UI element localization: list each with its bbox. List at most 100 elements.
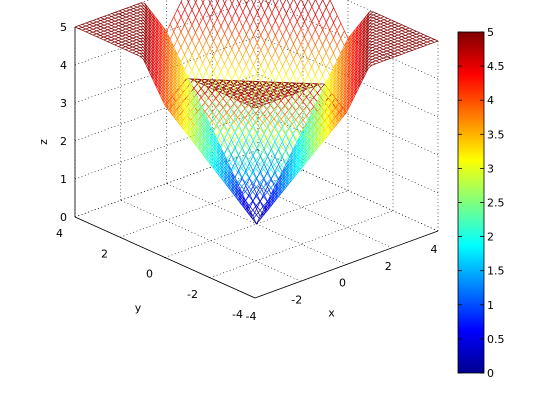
mesh-edge (401, 33, 406, 36)
mesh-edge (287, 89, 292, 92)
mesh-edge (318, 6, 323, 15)
mesh-edge (302, 92, 307, 98)
mesh-edge (227, 79, 232, 87)
mesh-edge (259, 132, 264, 137)
mesh-edge (376, 38, 381, 41)
mesh-edge (375, 45, 380, 48)
mesh-edge (129, 30, 134, 33)
mesh-edge (372, 58, 376, 62)
mesh-edge (213, 3, 218, 11)
mesh-edge (231, 11, 236, 20)
mesh-edge (274, 88, 280, 97)
mesh-edge (132, 42, 137, 45)
mesh-edge (372, 61, 376, 65)
mesh-edge (251, 90, 256, 96)
mesh-edge (274, 73, 280, 82)
mesh-edge (245, 193, 250, 202)
mesh-edge (311, 44, 316, 53)
mesh-edge (240, 92, 245, 95)
mesh-edge (275, 43, 280, 51)
mesh-edge (408, 41, 413, 44)
mesh-edge (216, 41, 222, 49)
mesh-edge (180, 0, 183, 2)
mesh-edge (256, 171, 261, 179)
mesh-edge (296, 140, 301, 146)
mesh-edge (222, 87, 227, 90)
mesh-edge (245, 178, 250, 186)
mesh-edge (263, 205, 268, 211)
mesh-edge (200, 83, 206, 89)
mesh-edge (390, 31, 395, 34)
mesh-edge (129, 8, 134, 11)
mesh-edge (190, 129, 195, 135)
mesh-edge (394, 46, 399, 49)
mesh-edge (292, 111, 298, 120)
mesh-edge (296, 119, 301, 128)
mesh-edge (264, 20, 269, 28)
mesh-edge (195, 62, 200, 71)
mesh-edge (266, 90, 271, 96)
mesh-edge (295, 105, 300, 111)
mesh-edge (296, 28, 302, 37)
mesh-edge (343, 70, 348, 76)
mesh-edge (231, 18, 236, 27)
mesh-edge (179, 115, 184, 121)
mesh-edge (198, 17, 204, 26)
mesh-edge (213, 18, 218, 26)
mesh-edge (273, 100, 278, 106)
mesh-edge (238, 87, 243, 95)
mesh-edge (342, 109, 347, 115)
mesh-edge (280, 100, 286, 106)
mesh-edge (231, 102, 236, 110)
mesh-edge (182, 96, 187, 102)
mesh-edge (118, 18, 123, 21)
mesh-edge (307, 104, 312, 113)
mesh-edge (235, 71, 240, 80)
mesh-edge (249, 147, 254, 156)
mesh-edge (190, 88, 195, 93)
mesh-edge (271, 73, 276, 82)
mesh-edge (177, 24, 182, 33)
mesh-edge (416, 38, 421, 41)
mesh-edge (122, 19, 127, 22)
mesh-edge (139, 35, 145, 39)
mesh-edge (307, 127, 312, 133)
mesh-edge (325, 67, 331, 76)
mesh-edge (368, 32, 373, 36)
mesh-edge (125, 21, 130, 24)
mesh-edge (231, 124, 236, 133)
mesh-edge (282, 66, 287, 75)
mesh-edge (274, 156, 279, 165)
mesh-edge (216, 71, 222, 79)
mesh-edge (212, 124, 218, 132)
mesh-edge (202, 93, 207, 102)
mesh-edge (376, 29, 381, 32)
mesh-edge (231, 94, 236, 103)
mesh-edge (372, 20, 377, 23)
mesh-edge (122, 29, 126, 33)
mesh-edge (121, 46, 126, 49)
mesh-edge (118, 44, 122, 47)
mesh-edge (217, 33, 222, 42)
mesh-edge (212, 125, 217, 131)
mesh-edge (256, 19, 262, 28)
back-wall-grid-line (74, 0, 254, 66)
mesh-edge (350, 56, 355, 61)
mesh-edge (322, 29, 327, 38)
mesh-edge (194, 85, 200, 94)
mesh-edge (405, 42, 410, 45)
mesh-edge (235, 34, 240, 42)
mesh-edge (198, 103, 203, 109)
mesh-edge (303, 74, 309, 83)
mesh-edge (128, 50, 133, 54)
mesh-edge (394, 25, 399, 28)
mesh-edge (252, 148, 258, 156)
mesh-edge (245, 125, 250, 134)
mesh-edge (198, 40, 204, 49)
mesh-edge (386, 47, 391, 50)
mesh-edge (122, 9, 127, 12)
mesh-edge (241, 155, 247, 164)
mesh-edge (313, 106, 318, 112)
mesh-edge (220, 41, 225, 50)
